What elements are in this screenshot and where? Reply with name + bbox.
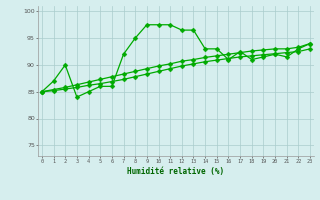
X-axis label: Humidité relative (%): Humidité relative (%) — [127, 167, 225, 176]
